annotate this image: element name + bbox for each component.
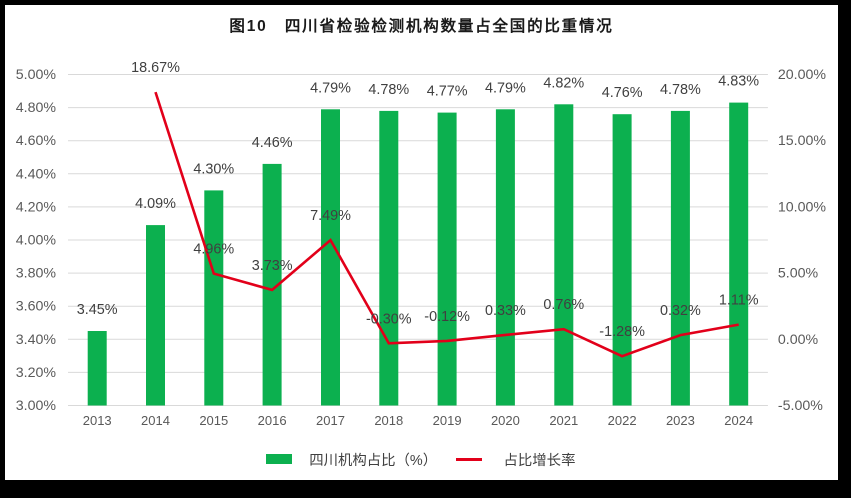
svg-text:0.00%: 0.00% (778, 332, 819, 348)
svg-text:4.40%: 4.40% (16, 166, 57, 182)
svg-text:5.00%: 5.00% (16, 67, 57, 83)
svg-text:4.78%: 4.78% (368, 82, 409, 98)
svg-text:2013: 2013 (83, 413, 112, 428)
svg-text:4.80%: 4.80% (16, 100, 57, 116)
svg-text:5.00%: 5.00% (778, 266, 819, 282)
svg-text:4.79%: 4.79% (310, 80, 351, 96)
svg-text:-1.28%: -1.28% (599, 324, 645, 340)
svg-text:4.30%: 4.30% (193, 161, 234, 177)
svg-text:1.11%: 1.11% (719, 293, 759, 309)
svg-text:0.33%: 0.33% (485, 303, 526, 319)
svg-text:10.00%: 10.00% (778, 199, 827, 215)
svg-text:3.40%: 3.40% (16, 332, 57, 348)
svg-text:-0.12%: -0.12% (424, 309, 470, 325)
svg-text:2021: 2021 (549, 413, 578, 428)
svg-text:4.20%: 4.20% (16, 199, 57, 215)
svg-text:4.76%: 4.76% (602, 85, 643, 101)
svg-text:7.49%: 7.49% (310, 208, 351, 224)
svg-text:0.76%: 0.76% (543, 297, 584, 313)
svg-text:2018: 2018 (374, 413, 403, 428)
svg-text:2022: 2022 (608, 413, 637, 428)
svg-text:3.20%: 3.20% (16, 365, 57, 381)
svg-text:4.83%: 4.83% (718, 74, 759, 90)
svg-text:4.60%: 4.60% (16, 133, 57, 149)
svg-text:3.60%: 3.60% (16, 299, 57, 315)
svg-text:4.46%: 4.46% (252, 135, 293, 151)
svg-text:3.80%: 3.80% (16, 266, 57, 282)
svg-text:-5.00%: -5.00% (778, 398, 823, 414)
svg-text:2014: 2014 (141, 413, 170, 428)
svg-text:2020: 2020 (491, 413, 520, 428)
svg-text:4.78%: 4.78% (660, 82, 701, 98)
svg-text:4.00%: 4.00% (16, 233, 57, 249)
svg-text:4.09%: 4.09% (135, 196, 176, 212)
svg-text:15.00%: 15.00% (778, 133, 827, 149)
svg-text:0.32%: 0.32% (660, 303, 701, 319)
svg-text:2024: 2024 (724, 413, 753, 428)
svg-text:20.00%: 20.00% (778, 67, 827, 83)
svg-text:3.45%: 3.45% (77, 302, 118, 318)
svg-text:4.82%: 4.82% (543, 75, 584, 91)
svg-text:18.67%: 18.67% (131, 60, 180, 76)
svg-text:4.77%: 4.77% (427, 84, 468, 100)
svg-text:3.00%: 3.00% (16, 398, 57, 414)
svg-text:3.73%: 3.73% (252, 258, 293, 274)
svg-text:2016: 2016 (258, 413, 287, 428)
svg-text:2019: 2019 (433, 413, 462, 428)
svg-text:4.79%: 4.79% (485, 80, 526, 96)
svg-text:2015: 2015 (199, 413, 228, 428)
svg-text:2023: 2023 (666, 413, 695, 428)
svg-text:4.96%: 4.96% (193, 242, 234, 258)
svg-text:-0.30%: -0.30% (366, 311, 412, 327)
svg-text:2017: 2017 (316, 413, 345, 428)
